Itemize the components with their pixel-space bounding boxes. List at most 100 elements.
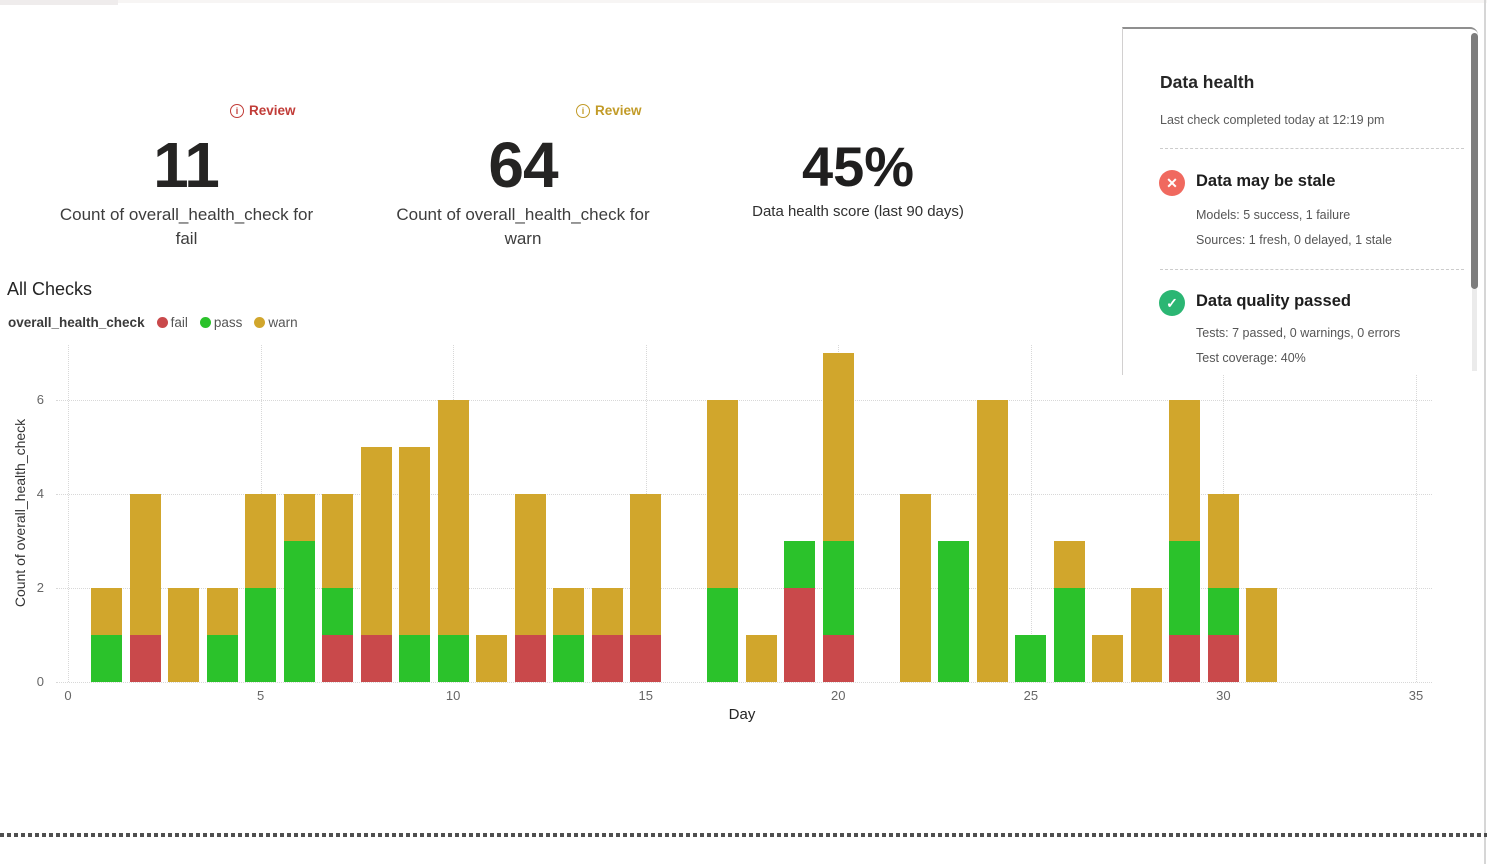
bar-day30-warn[interactable] xyxy=(1207,494,1239,588)
bar-day11-warn[interactable] xyxy=(476,635,508,682)
kpi-fail-label: Count of overall_health_check for fail xyxy=(59,205,314,248)
top-edge-strip xyxy=(0,0,1487,3)
bar-day4-warn[interactable] xyxy=(206,588,238,635)
bar-day19-pass[interactable] xyxy=(784,541,816,588)
bar-day30-pass[interactable] xyxy=(1207,588,1239,635)
legend-dot-fail xyxy=(156,317,168,328)
legend-item-pass[interactable]: pass xyxy=(199,315,243,330)
kpi-warn-label: Count of overall_health_check for warn xyxy=(396,205,650,248)
data-health-panel: Data health Last check completed today a… xyxy=(1122,27,1478,375)
legend-dot-warn xyxy=(254,317,266,328)
status-line-sources: Sources: 1 fresh, 0 delayed, 1 stale xyxy=(1196,233,1392,247)
bar-day20-warn[interactable] xyxy=(822,353,854,541)
x-tick-label: 20 xyxy=(831,688,846,703)
status-title-stale: Data may be stale xyxy=(1196,172,1336,190)
bar-day13-pass[interactable] xyxy=(553,635,585,682)
bar-day15-fail[interactable] xyxy=(630,635,662,682)
bar-day23-pass[interactable] xyxy=(938,541,970,682)
bar-day30-fail[interactable] xyxy=(1207,635,1239,682)
bar-day1-warn[interactable] xyxy=(91,588,122,635)
bar-day8-fail[interactable] xyxy=(360,635,392,682)
bottom-dotted-divider xyxy=(0,833,1487,837)
y-gridline xyxy=(56,682,1432,683)
kpi-warn-value: 64 xyxy=(488,129,558,201)
bar-day27-warn[interactable] xyxy=(1092,635,1124,682)
legend-series-label: overall_health_check xyxy=(8,315,145,330)
bar-day14-warn[interactable] xyxy=(591,588,623,635)
bar-day18-warn[interactable] xyxy=(745,635,777,682)
bar-day7-warn[interactable] xyxy=(322,494,354,588)
legend-item-label: fail xyxy=(170,315,188,330)
panel-title: Data health xyxy=(1160,72,1255,92)
bar-day12-fail[interactable] xyxy=(514,635,546,682)
bar-day6-pass[interactable] xyxy=(283,541,315,682)
bar-day5-warn[interactable] xyxy=(245,494,277,588)
review-badge-warn[interactable]: i Review xyxy=(576,103,642,118)
x-gridline xyxy=(1030,345,1032,682)
bar-day6-warn[interactable] xyxy=(283,494,315,541)
bar-day13-warn[interactable] xyxy=(553,588,585,635)
info-icon: i xyxy=(576,103,590,118)
x-tick-label: 10 xyxy=(445,688,461,703)
bar-day1-pass[interactable] xyxy=(91,635,122,682)
x-axis-title: Day xyxy=(728,706,756,723)
bar-day31-warn[interactable] xyxy=(1246,588,1278,682)
bar-day17-warn[interactable] xyxy=(707,400,739,588)
kpi-score-value: 45% xyxy=(801,135,915,198)
bar-day28-warn[interactable] xyxy=(1130,588,1162,682)
bar-day3-warn[interactable] xyxy=(168,588,199,682)
panel-subtitle: Last check completed today at 12:19 pm xyxy=(1160,113,1385,127)
bar-day5-pass[interactable] xyxy=(245,588,277,682)
bar-day29-warn[interactable] xyxy=(1169,400,1201,541)
panel-scrollbar[interactable] xyxy=(1471,33,1478,289)
review-badge-label: Review xyxy=(595,103,642,118)
bar-day2-warn[interactable] xyxy=(129,494,161,635)
bar-day7-fail[interactable] xyxy=(322,635,354,682)
status-title-quality: Data quality passed xyxy=(1196,292,1351,310)
bar-day10-warn[interactable] xyxy=(437,400,469,635)
bar-day22-warn[interactable] xyxy=(899,494,931,682)
bar-day26-warn[interactable] xyxy=(1053,541,1085,588)
x-gridline xyxy=(1415,345,1417,682)
x-tick-label: 15 xyxy=(638,688,653,703)
y-tick-label: 6 xyxy=(36,392,44,407)
bar-day4-pass[interactable] xyxy=(206,635,238,682)
review-badge-fail[interactable]: i Review xyxy=(230,103,296,118)
bar-day9-warn[interactable] xyxy=(399,447,431,635)
legend-dot-pass xyxy=(199,317,211,328)
legend-item-fail[interactable]: fail xyxy=(156,315,188,330)
y-gridline xyxy=(56,400,1432,401)
legend-item-label: pass xyxy=(213,315,243,330)
legend-item-label: warn xyxy=(268,315,298,330)
bar-day10-pass[interactable] xyxy=(437,635,469,682)
legend-item-warn[interactable]: warn xyxy=(254,315,298,330)
y-tick-label: 0 xyxy=(36,674,44,689)
bar-day12-warn[interactable] xyxy=(514,494,546,635)
y-axis-title: Count of overall_health_check xyxy=(12,418,28,608)
x-tick-label: 25 xyxy=(1023,688,1039,703)
bar-day15-warn[interactable] xyxy=(630,494,662,635)
bar-day7-pass[interactable] xyxy=(322,588,354,635)
bar-day20-fail[interactable] xyxy=(822,635,854,682)
status-line-tests: Tests: 7 passed, 0 warnings, 0 errors xyxy=(1196,326,1401,340)
bar-day24-warn[interactable] xyxy=(976,400,1008,682)
bar-day25-pass[interactable] xyxy=(1015,635,1047,682)
legend-items: fail pass warn xyxy=(156,315,298,330)
bar-day19-fail[interactable] xyxy=(784,588,816,682)
bar-day8-warn[interactable] xyxy=(360,447,392,635)
bar-day14-fail[interactable] xyxy=(591,635,623,682)
kpi-fail-value: 11 xyxy=(153,129,220,201)
bar-day29-pass[interactable] xyxy=(1169,541,1201,635)
y-gridline xyxy=(56,588,1432,589)
panel-scrollbar-track xyxy=(1472,289,1477,371)
bar-day20-pass[interactable] xyxy=(822,541,854,635)
bar-day9-pass[interactable] xyxy=(399,635,431,682)
bar-day29-fail[interactable] xyxy=(1169,635,1201,682)
bar-day26-pass[interactable] xyxy=(1053,588,1085,682)
bar-day2-fail[interactable] xyxy=(129,635,161,682)
divider xyxy=(1160,148,1464,149)
status-line-coverage: Test coverage: 40% xyxy=(1196,351,1306,365)
chart-title: All Checks xyxy=(7,279,93,299)
bar-day17-pass[interactable] xyxy=(707,588,739,682)
